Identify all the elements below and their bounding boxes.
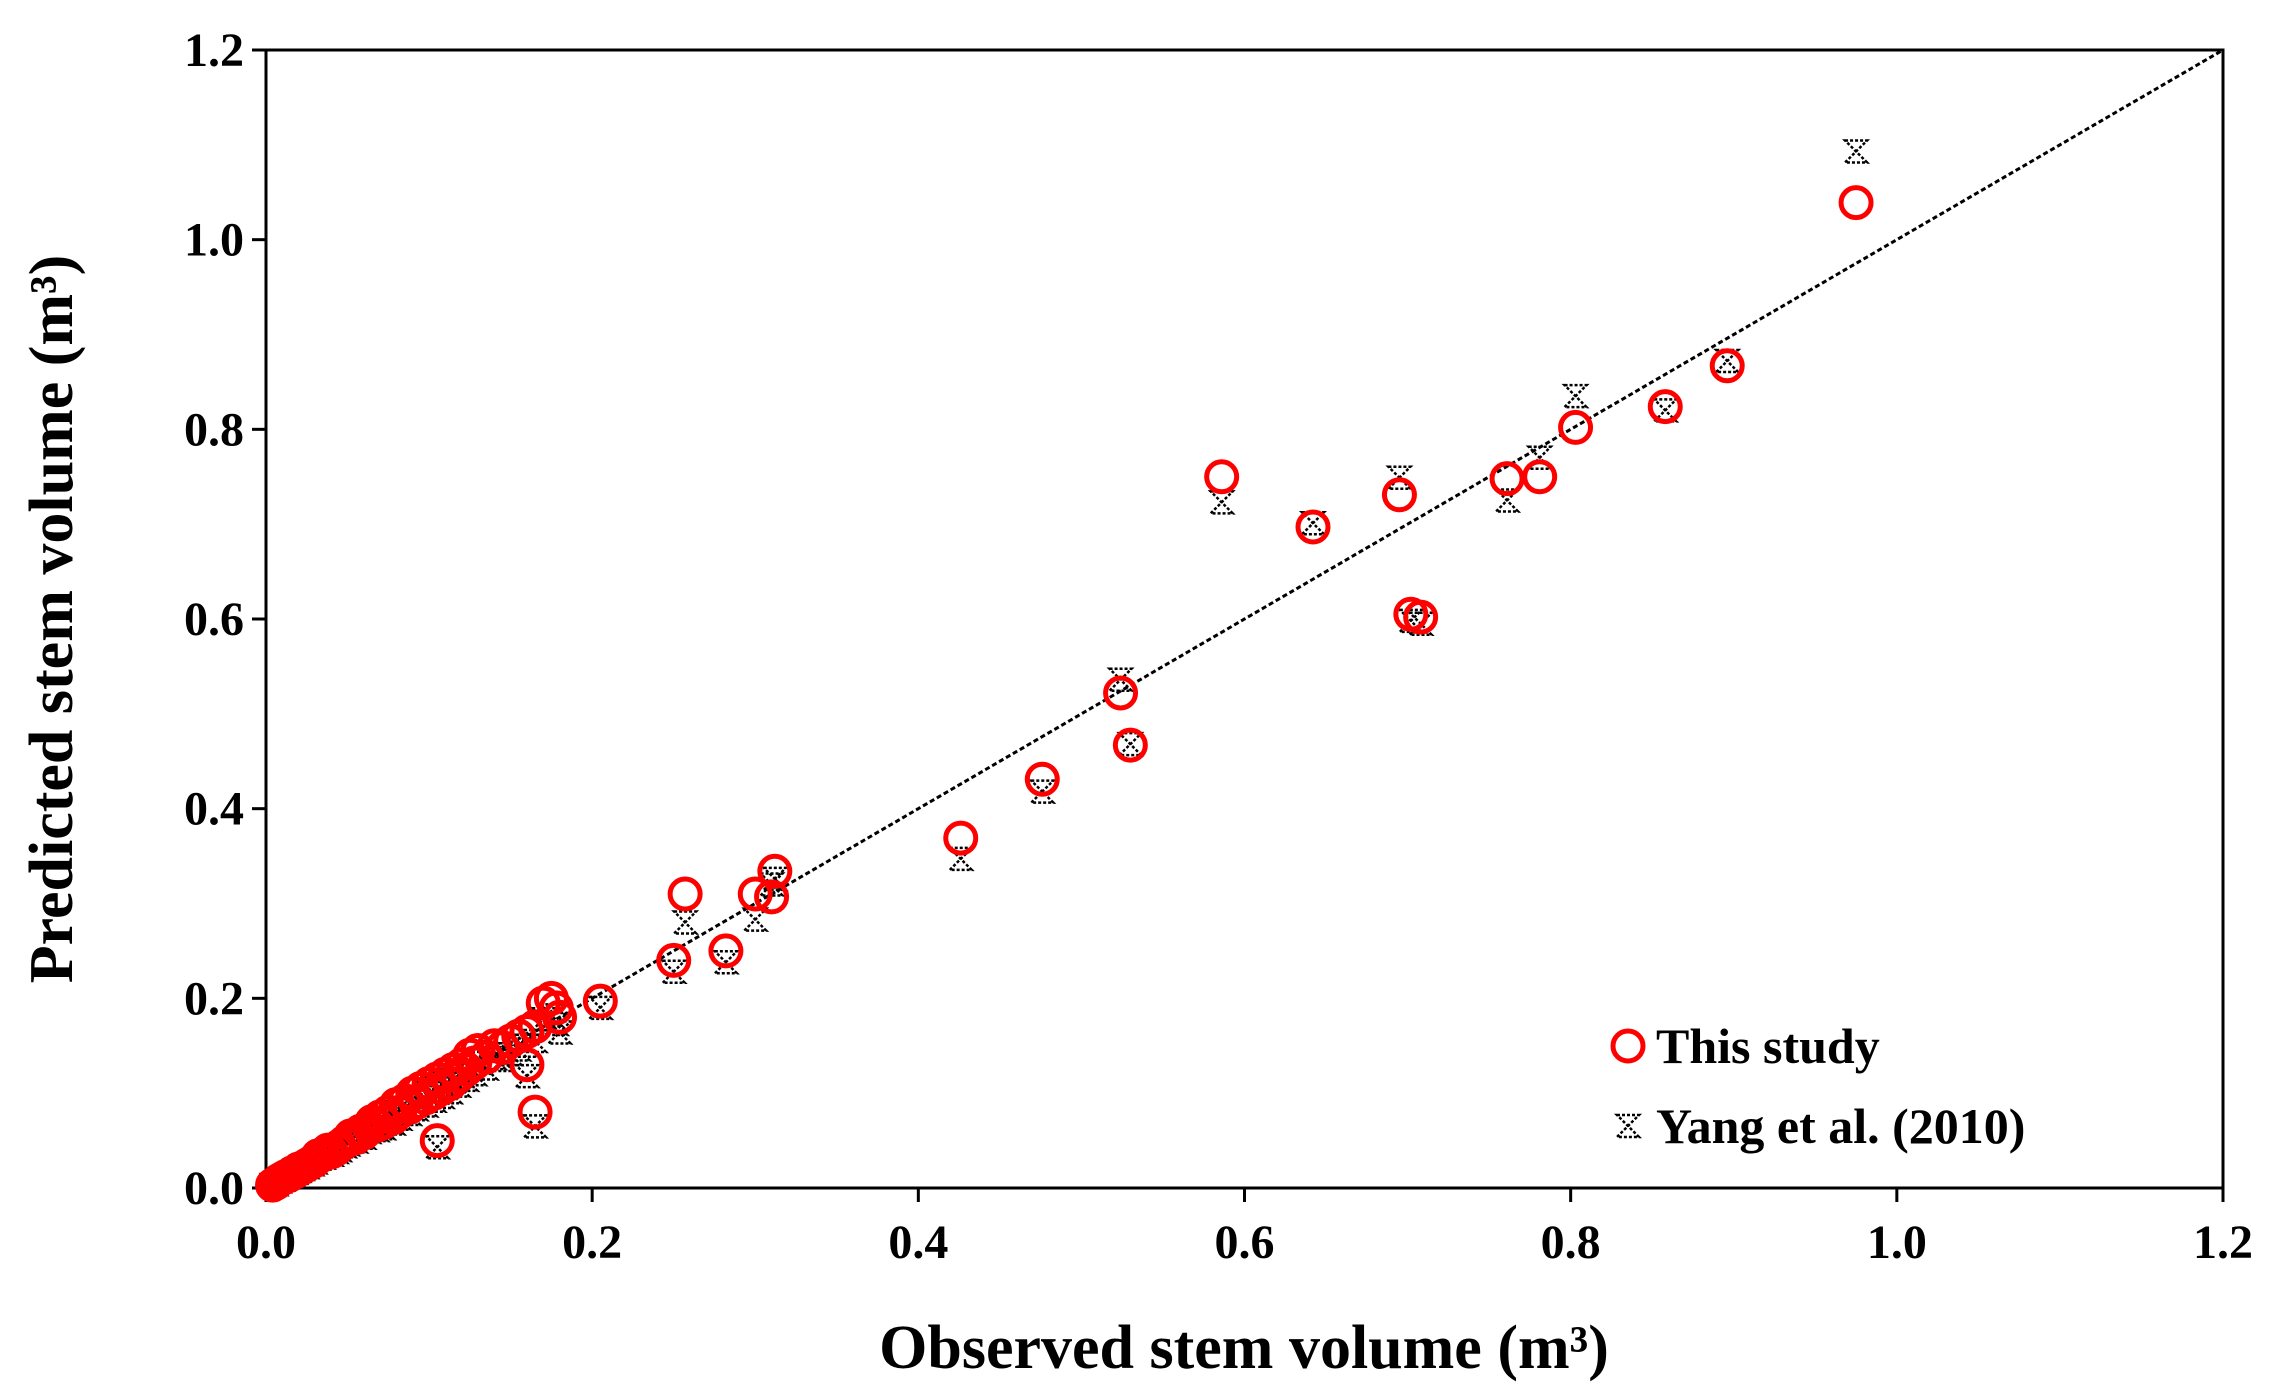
yang-et-al-2010-point [521, 1028, 550, 1054]
y-tick-label: 0.8 [184, 403, 244, 456]
x-tick-label: 1.2 [2193, 1216, 2253, 1269]
this-study-point [509, 1047, 545, 1083]
legend-marker-yang-et-al-2010 [1613, 1113, 1643, 1139]
this-study-point [1103, 675, 1139, 711]
this-study-point [1112, 727, 1148, 763]
this-study-point [754, 879, 790, 915]
yang-et-al-2010-point [1561, 383, 1590, 409]
this-study-point [460, 1032, 496, 1068]
y-axis-ticks: 0.0 0.2 0.4 0.6 0.8 1.0 1.2 [184, 24, 266, 1215]
y-tick-label: 0.4 [184, 783, 244, 836]
x-tick-label: 0.2 [562, 1216, 622, 1269]
x-tick-label: 1.0 [1867, 1216, 1927, 1269]
y-tick-label: 0.2 [184, 972, 244, 1025]
x-axis-title: Observed stem volume (m³) [879, 1314, 1609, 1382]
yang-et-al-2010-point [423, 1134, 452, 1160]
y-tick-label: 0.6 [184, 593, 244, 646]
yang-et-al-2010-point [542, 1011, 571, 1037]
yang-et-al-2010-point [1106, 667, 1135, 692]
this-study-point [1489, 461, 1525, 497]
legend-label-yang-et-al-2010: Yang et al. (2010) [1656, 1098, 2025, 1154]
yang-et-al-2010-point [1116, 731, 1145, 757]
reference-line-layer [266, 50, 2223, 1188]
x-tick-label: 0.6 [1215, 1216, 1275, 1269]
yang-et-al-2010-point [1207, 490, 1236, 515]
yang-et-al-2010-point [1298, 510, 1328, 536]
this-study-point [1204, 459, 1240, 495]
y-tick-label: 1.2 [184, 24, 244, 77]
series-this-study [255, 185, 1874, 1203]
yang-et-al-2010-point [521, 1114, 550, 1139]
yang-et-al-2010-point [545, 1020, 574, 1045]
yang-et-al-2010-point [537, 1003, 566, 1028]
yang-et-al-2010-point [1493, 488, 1522, 513]
yang-et-al-2010-point [946, 846, 975, 872]
reference-line-1-to-1 [266, 50, 2223, 1188]
yang-et-al-2010-point [1842, 139, 1871, 164]
legend-marker-this-study [1610, 1028, 1646, 1064]
yang-et-al-2010-point [671, 910, 700, 935]
this-study-point [1838, 185, 1874, 221]
this-study-point [419, 1123, 455, 1159]
y-tick-label: 1.0 [184, 214, 244, 267]
this-study-point [656, 942, 692, 978]
yang-et-al-2010-point [1406, 611, 1435, 636]
this-study-point [542, 999, 578, 1035]
y-tick-label: 0.0 [184, 1162, 244, 1215]
legend-hourglass-icon [1613, 1113, 1643, 1139]
yang-et-al-2010-point [1713, 348, 1742, 374]
this-study-point [943, 820, 979, 856]
this-study-point [667, 876, 703, 912]
this-study-point [708, 933, 744, 969]
yang-et-al-2010-point [741, 907, 770, 932]
this-study-point [1403, 599, 1439, 635]
x-tick-label: 0.0 [236, 1216, 296, 1269]
this-study-point [1522, 459, 1558, 495]
y-axis-title: Predicted stem volume (m³) [18, 255, 86, 984]
x-axis-ticks: 0.0 0.2 0.4 0.6 0.8 1.0 1.2 [236, 1188, 2253, 1269]
legend: This study Yang et al. (2010) [1610, 1018, 2025, 1154]
x-tick-label: 0.8 [1541, 1216, 1601, 1269]
legend-circle-icon [1610, 1028, 1646, 1064]
this-study-point [1295, 509, 1331, 545]
legend-label-this-study: This study [1656, 1018, 1880, 1074]
yang-et-al-2010-point [1396, 608, 1425, 634]
yang-et-al-2010-point [586, 995, 615, 1021]
this-study-point [1024, 761, 1060, 797]
this-study-point [1381, 477, 1417, 513]
this-study-point [1709, 348, 1745, 384]
this-study-point [1647, 389, 1683, 425]
this-study-point [737, 876, 773, 912]
x-tick-label: 0.4 [888, 1216, 948, 1269]
this-study-point [517, 1094, 553, 1130]
this-study-point [757, 853, 793, 889]
yang-et-al-2010-point [1651, 398, 1680, 423]
this-study-point [1558, 409, 1594, 445]
this-study-point [582, 983, 618, 1019]
